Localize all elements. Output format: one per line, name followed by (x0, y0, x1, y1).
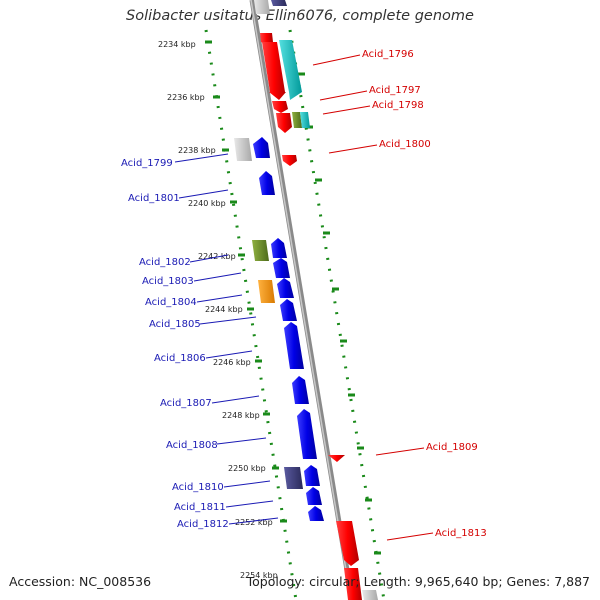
gene-acid-1813 (336, 521, 359, 566)
gene-bottom-red (344, 568, 362, 600)
gene-acid-1798 (276, 113, 292, 133)
gene-acid-1807 (292, 376, 309, 404)
gene-label-acid-1796[interactable]: Acid_1796 (362, 49, 414, 60)
forward-label-lines (312, 54, 434, 541)
gene-acid-1809 (328, 455, 345, 462)
accession-text: Accession: NC_008536 (9, 574, 152, 589)
gene-orange-1804 (258, 280, 275, 303)
genome-backbone (249, 0, 355, 600)
gene-label-acid-1807[interactable]: Acid_1807 (160, 398, 212, 409)
gene-label-acid-1808[interactable]: Acid_1808 (166, 440, 218, 451)
kbp-label: 2240 kbp (188, 199, 226, 208)
kbp-label: 2254 kbp (240, 571, 278, 580)
kbp-label: 2252 kbp (235, 518, 273, 527)
gene-acid-1811 (306, 487, 322, 505)
gene-acid-1801 (259, 171, 275, 195)
kbp-label: 2246 kbp (213, 358, 251, 367)
gene-label-acid-1805[interactable]: Acid_1805 (149, 319, 201, 330)
gene-acid-1805 (280, 299, 297, 321)
left-axis-ticks (205, 40, 287, 523)
gene-label-acid-1800[interactable]: Acid_1800 (379, 139, 431, 150)
gene-cyan-small (300, 112, 310, 128)
map-title: Solibacter usitatus Ellin6076, complete … (126, 8, 474, 24)
gene-cyan-1 (279, 40, 302, 100)
gene-label-acid-1811[interactable]: Acid_1811 (174, 502, 226, 513)
gene-acid-1800 (282, 155, 297, 166)
kbp-label: 2244 kbp (205, 305, 243, 314)
gene-label-acid-1809[interactable]: Acid_1809 (426, 442, 478, 453)
gene-label-acid-1812[interactable]: Acid_1812 (177, 519, 229, 530)
gene-acid-1802 (271, 238, 287, 258)
gene-acid-1796 (262, 42, 286, 100)
gene-olive-small (292, 112, 302, 128)
gene-label-acid-1798[interactable]: Acid_1798 (372, 100, 424, 111)
right-axis-ticks (298, 72, 381, 555)
kbp-label: 2242 kbp (198, 252, 236, 261)
kbp-label: 2238 kbp (178, 146, 216, 155)
gene-label-acid-1802[interactable]: Acid_1802 (139, 257, 191, 268)
kbp-label: 2250 kbp (228, 464, 266, 473)
gene-label-acid-1804[interactable]: Acid_1804 (145, 297, 197, 308)
gene-navy-1810 (284, 467, 303, 489)
gene-top-light (254, 0, 270, 14)
gene-acid-1799 (253, 137, 270, 158)
gene-label-acid-1799[interactable]: Acid_1799 (121, 158, 173, 169)
kbp-label: 2248 kbp (222, 411, 260, 420)
gene-acid-1812 (308, 506, 324, 521)
gene-label-acid-1797[interactable]: Acid_1797 (369, 85, 421, 96)
gene-acid-1804 (277, 278, 294, 298)
gene-label-acid-1810[interactable]: Acid_1810 (172, 482, 224, 493)
gene-acid-1803 (273, 258, 290, 278)
gene-bottom-gray (362, 590, 378, 600)
gene-label-acid-1806[interactable]: Acid_1806 (154, 353, 206, 364)
reverse-label-lines (174, 153, 279, 525)
genome-backbone-highlight (250, 0, 352, 600)
gene-acid-1797 (272, 101, 288, 113)
gene-top-navy (271, 0, 287, 6)
gene-gray-1799 (234, 138, 252, 161)
gene-acid-1806 (284, 322, 304, 369)
genome-stats-text: Topology: circular; Length: 9,965,640 bp… (246, 574, 590, 589)
gene-label-acid-1801[interactable]: Acid_1801 (128, 193, 180, 204)
kbp-label: 2234 kbp (158, 40, 196, 49)
gene-label-acid-1803[interactable]: Acid_1803 (142, 276, 194, 287)
gene-acid-1808 (297, 409, 317, 459)
kbp-label: 2236 kbp (167, 93, 205, 102)
gene-acid-1810 (304, 465, 320, 486)
gene-olive-1802 (252, 240, 269, 261)
gene-label-acid-1813[interactable]: Acid_1813 (435, 528, 487, 539)
